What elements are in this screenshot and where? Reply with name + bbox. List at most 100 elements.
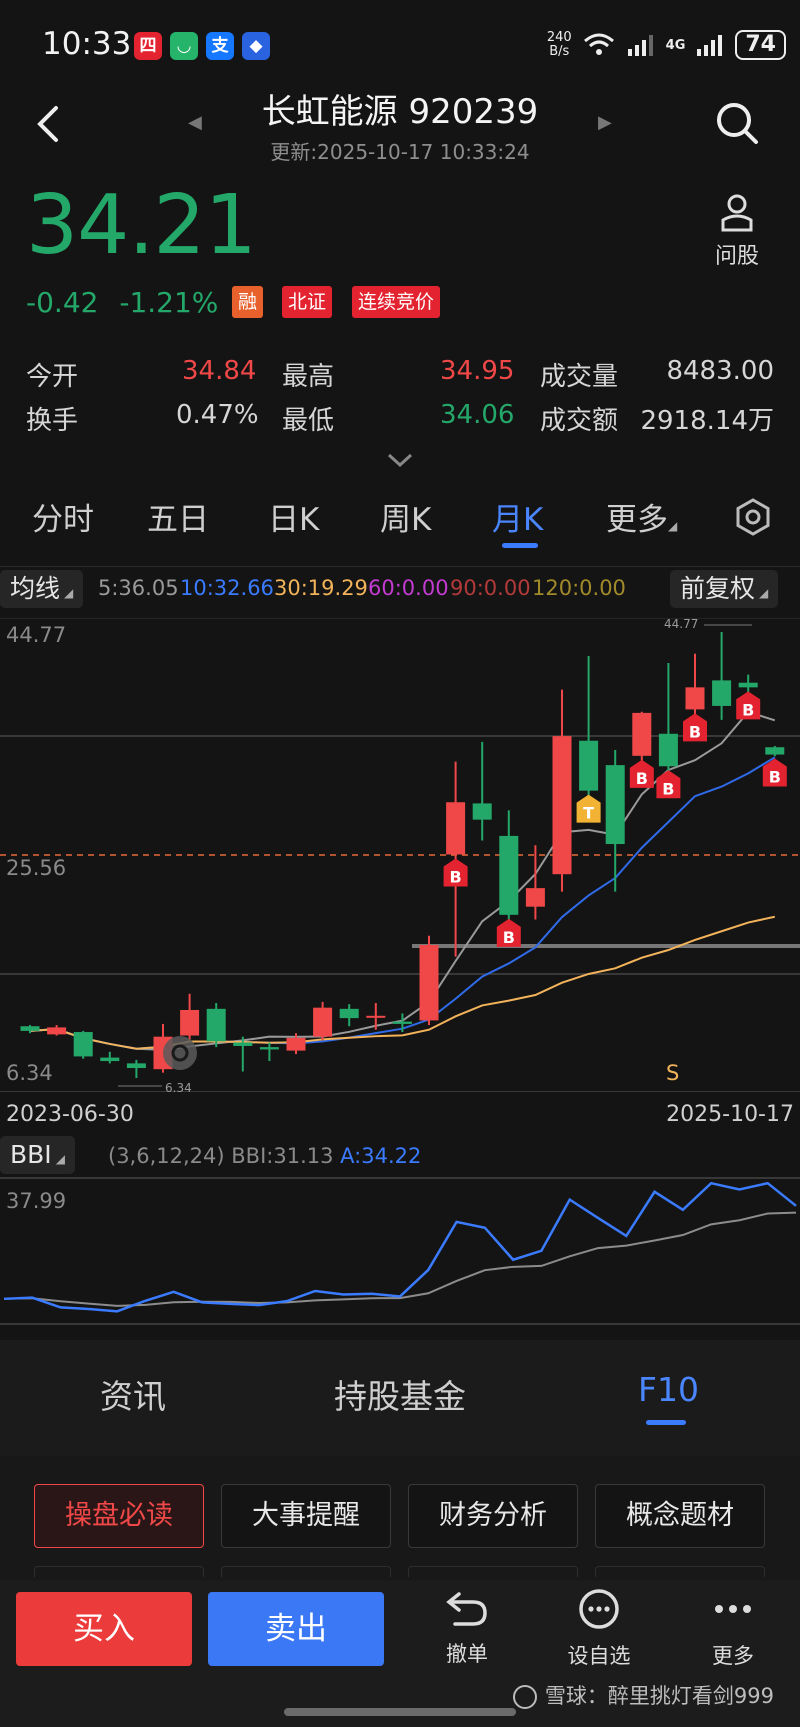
sell-button[interactable]: 卖出	[208, 1592, 384, 1666]
signal-t-marker: T	[576, 794, 601, 823]
chart-cursor-icon[interactable]	[163, 1036, 197, 1070]
low-label: 最低	[282, 406, 335, 436]
shield-notification-icon: ◆	[242, 32, 270, 60]
prev-stock-arrow[interactable]: ◀	[188, 112, 202, 133]
chart-settings-icon[interactable]	[733, 497, 773, 537]
low-value: 34.06	[440, 400, 515, 430]
f10-row2-placeholder	[595, 1566, 765, 1577]
turnover-label: 换手	[26, 406, 79, 436]
candle-body	[20, 1026, 40, 1031]
candle-body	[392, 1021, 412, 1024]
change-amount: -0.42	[26, 286, 99, 319]
ask-stock-icon	[721, 194, 753, 232]
tab-news[interactable]: 资讯	[100, 1377, 166, 1416]
undo-order-button[interactable]: 撤单	[422, 1588, 512, 1668]
f10-row2-placeholder	[408, 1566, 578, 1577]
signal-b-marker: B	[443, 858, 468, 887]
exchange-badge: 北证	[282, 286, 333, 318]
candle-body	[605, 765, 625, 845]
watermark-text: 雪球：醉里挑灯看剑999	[544, 1684, 774, 1708]
status-right: 240 B/s 4G 74	[547, 30, 786, 60]
bbi-selector[interactable]: BBI ◢	[0, 1136, 75, 1174]
high-value: 34.95	[440, 356, 515, 386]
candle-body	[419, 945, 439, 1021]
candle-body	[525, 888, 545, 907]
candle-body	[259, 1047, 279, 1050]
signal-b-marker: B	[762, 758, 787, 787]
net-speed-unit: B/s	[549, 44, 570, 59]
dropdown-corner-icon: ◢	[55, 1152, 65, 1166]
buy-button[interactable]: 买入	[16, 1592, 192, 1666]
wechat-notification-icon: ◡	[170, 32, 198, 60]
price-adjust-selector[interactable]: 前复权 ◢	[670, 570, 779, 608]
bbi-selector-label: BBI	[10, 1140, 52, 1169]
x-axis-end: 2025-10-17	[666, 1102, 794, 1127]
tab-f10[interactable]: F10	[638, 1370, 699, 1409]
expand-chevron-icon[interactable]	[386, 452, 414, 468]
candle-body	[765, 747, 785, 755]
min-price-marker: 6.34	[165, 1081, 192, 1092]
ma10-line	[29, 756, 776, 1050]
candle-body	[47, 1027, 67, 1035]
f10-concept-theme[interactable]: 概念题材	[595, 1484, 765, 1548]
signal-label: B	[449, 867, 461, 886]
change-percent: -1.21%	[119, 286, 219, 319]
signal-icon	[627, 35, 653, 56]
signal-label: B	[769, 768, 781, 787]
candle-body	[339, 1008, 359, 1019]
max-price-marker: 44.77	[664, 618, 698, 631]
open-value: 34.84	[182, 356, 257, 386]
wen-gu-button[interactable]: 问股	[698, 192, 776, 270]
battery-icon: 74	[735, 30, 786, 60]
back-icon[interactable]	[30, 100, 70, 148]
undo-order-label: 撤单	[446, 1642, 488, 1666]
app-notification-icon: 四	[134, 32, 162, 60]
tab-holding-funds[interactable]: 持股基金	[334, 1377, 466, 1416]
add-watchlist-label: 设自选	[567, 1644, 631, 1668]
candle-body	[366, 1015, 386, 1018]
current-price: 34.21	[26, 178, 257, 273]
divider	[0, 566, 800, 567]
candle-body	[446, 802, 466, 855]
x-axis-start: 2023-06-30	[6, 1102, 134, 1127]
f10-financial-analysis[interactable]: 财务分析	[408, 1484, 578, 1548]
f10-row2-placeholder	[221, 1566, 391, 1577]
tab-daily-k[interactable]: 日K	[268, 502, 320, 538]
dropdown-corner-icon: ◢	[64, 586, 74, 600]
candle-body	[499, 835, 519, 915]
signal-b-marker: B	[736, 691, 761, 720]
ma-selector[interactable]: 均线 ◢	[0, 570, 84, 608]
home-indicator[interactable]	[284, 1708, 516, 1716]
candle-body	[632, 712, 652, 756]
more-actions-button[interactable]: 更多	[688, 1588, 778, 1670]
tab-intraday[interactable]: 分时	[32, 502, 94, 538]
tab-weekly-k[interactable]: 周K	[380, 502, 432, 538]
candle-body	[126, 1063, 146, 1069]
bbi-params-value: (3,6,12,24)	[108, 1144, 225, 1168]
tab-five-day[interactable]: 五日	[147, 502, 209, 538]
volume-value: 8483.00	[666, 356, 774, 386]
next-stock-arrow[interactable]: ▶	[598, 112, 612, 133]
signal-label: B	[662, 779, 674, 798]
ma10-value: 10:32.66	[180, 576, 274, 600]
tab-monthly-k[interactable]: 月K	[492, 502, 544, 538]
ma120-value: 120:0.00	[532, 576, 626, 600]
tab-more[interactable]: 更多◢	[606, 494, 677, 539]
add-watchlist-button[interactable]: 设自选	[554, 1588, 644, 1670]
search-icon[interactable]	[712, 98, 762, 148]
trading-status-badge: 连续竞价	[352, 286, 441, 318]
f10-trading-must-read[interactable]: 操盘必读	[34, 1484, 204, 1548]
bbi-params: (3,6,12,24) BBI:31.13 A:34.22	[108, 1144, 421, 1168]
bbi-line	[3, 1211, 797, 1307]
candle-body	[180, 1009, 200, 1036]
candle-body	[73, 1032, 93, 1057]
alipay-notification-icon: 支	[206, 32, 234, 60]
candle-body	[658, 733, 678, 767]
candle-body	[313, 1007, 333, 1037]
signal-b-marker: B	[683, 713, 707, 742]
active-tab-indicator	[502, 543, 538, 548]
bbi-chart[interactable]: 37.99	[0, 1176, 800, 1326]
ma90-value: 90:0.00	[450, 576, 531, 600]
f10-event-reminder[interactable]: 大事提醒	[221, 1484, 391, 1548]
